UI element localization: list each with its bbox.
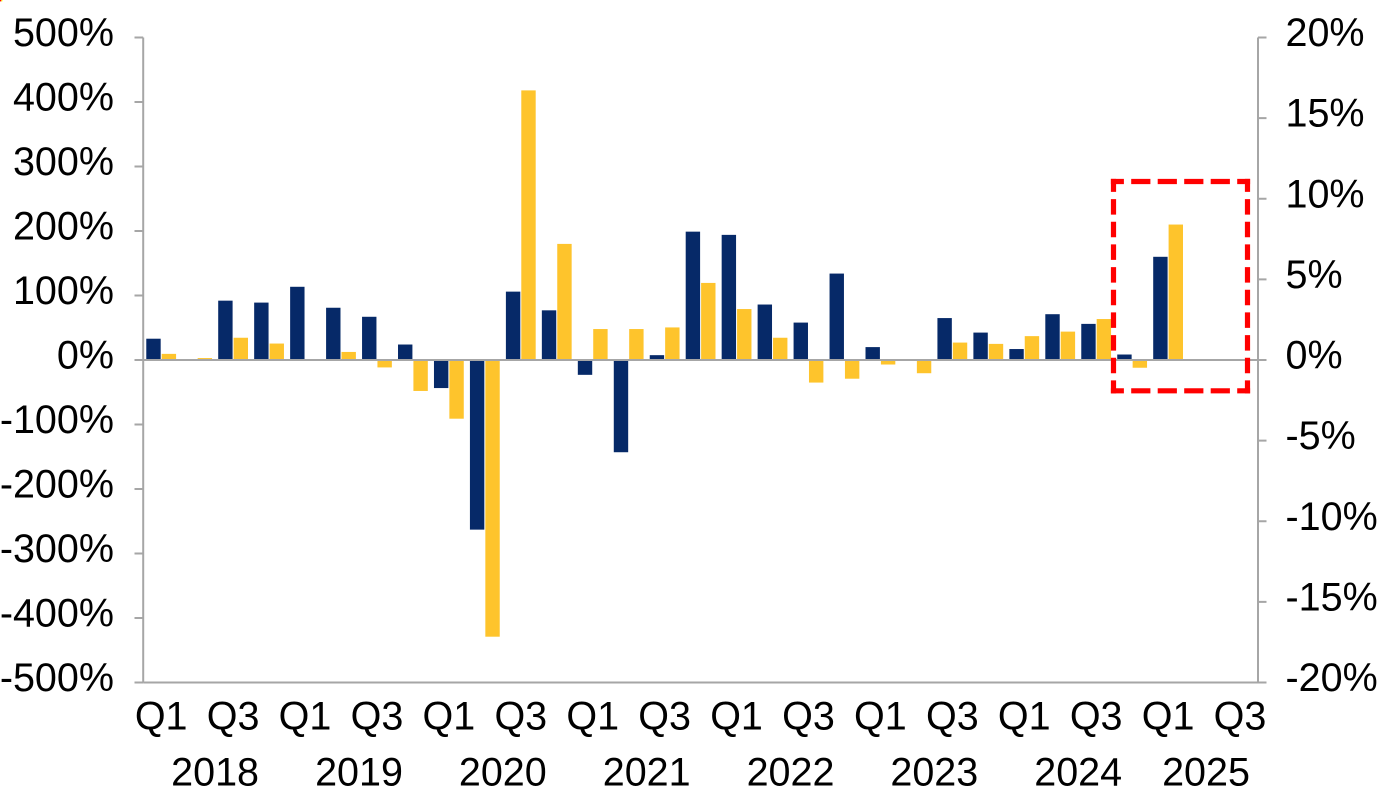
svg-text:Q3: Q3 [638, 695, 691, 739]
svg-text:-400%: -400% [0, 592, 114, 636]
svg-text:-10%: -10% [1286, 495, 1378, 539]
svg-text:Q1: Q1 [1142, 695, 1195, 739]
svg-text:Q3: Q3 [494, 695, 547, 739]
svg-text:10%: 10% [1286, 172, 1365, 216]
svg-text:Q3: Q3 [207, 695, 260, 739]
svg-text:0%: 0% [57, 334, 114, 378]
svg-text:-300%: -300% [0, 527, 114, 571]
svg-text:300%: 300% [13, 140, 114, 184]
svg-text:Q3: Q3 [1214, 695, 1267, 739]
svg-text:2019: 2019 [315, 751, 403, 795]
svg-text:15%: 15% [1286, 92, 1365, 136]
svg-text:Q1: Q1 [998, 695, 1051, 739]
svg-text:-100%: -100% [0, 398, 114, 442]
svg-text:Q3: Q3 [782, 695, 835, 739]
svg-text:2025: 2025 [1162, 751, 1250, 795]
svg-text:500%: 500% [13, 11, 114, 55]
svg-text:2021: 2021 [603, 751, 691, 795]
svg-text:Q1: Q1 [279, 695, 332, 739]
svg-text:Q3: Q3 [351, 695, 404, 739]
svg-text:2023: 2023 [890, 751, 978, 795]
svg-text:2018: 2018 [171, 751, 259, 795]
svg-text:0%: 0% [1286, 334, 1343, 378]
svg-text:200%: 200% [13, 205, 114, 249]
svg-text:-15%: -15% [1286, 575, 1378, 619]
svg-text:-20%: -20% [1286, 656, 1378, 700]
svg-text:Q1: Q1 [135, 695, 188, 739]
svg-text:2020: 2020 [459, 751, 547, 795]
svg-text:-5%: -5% [1286, 414, 1356, 458]
svg-text:Q1: Q1 [423, 695, 476, 739]
svg-text:-200%: -200% [0, 463, 114, 507]
svg-text:Q3: Q3 [926, 695, 979, 739]
svg-text:Q1: Q1 [854, 695, 907, 739]
svg-text:20%: 20% [1286, 11, 1365, 55]
svg-text:2024: 2024 [1034, 751, 1122, 795]
svg-text:100%: 100% [13, 269, 114, 313]
svg-text:Q1: Q1 [710, 695, 763, 739]
svg-text:400%: 400% [13, 76, 114, 120]
svg-text:2022: 2022 [747, 751, 835, 795]
svg-text:-500%: -500% [0, 656, 114, 700]
svg-text:Q3: Q3 [1070, 695, 1123, 739]
svg-text:5%: 5% [1286, 253, 1343, 297]
svg-text:Q1: Q1 [566, 695, 619, 739]
